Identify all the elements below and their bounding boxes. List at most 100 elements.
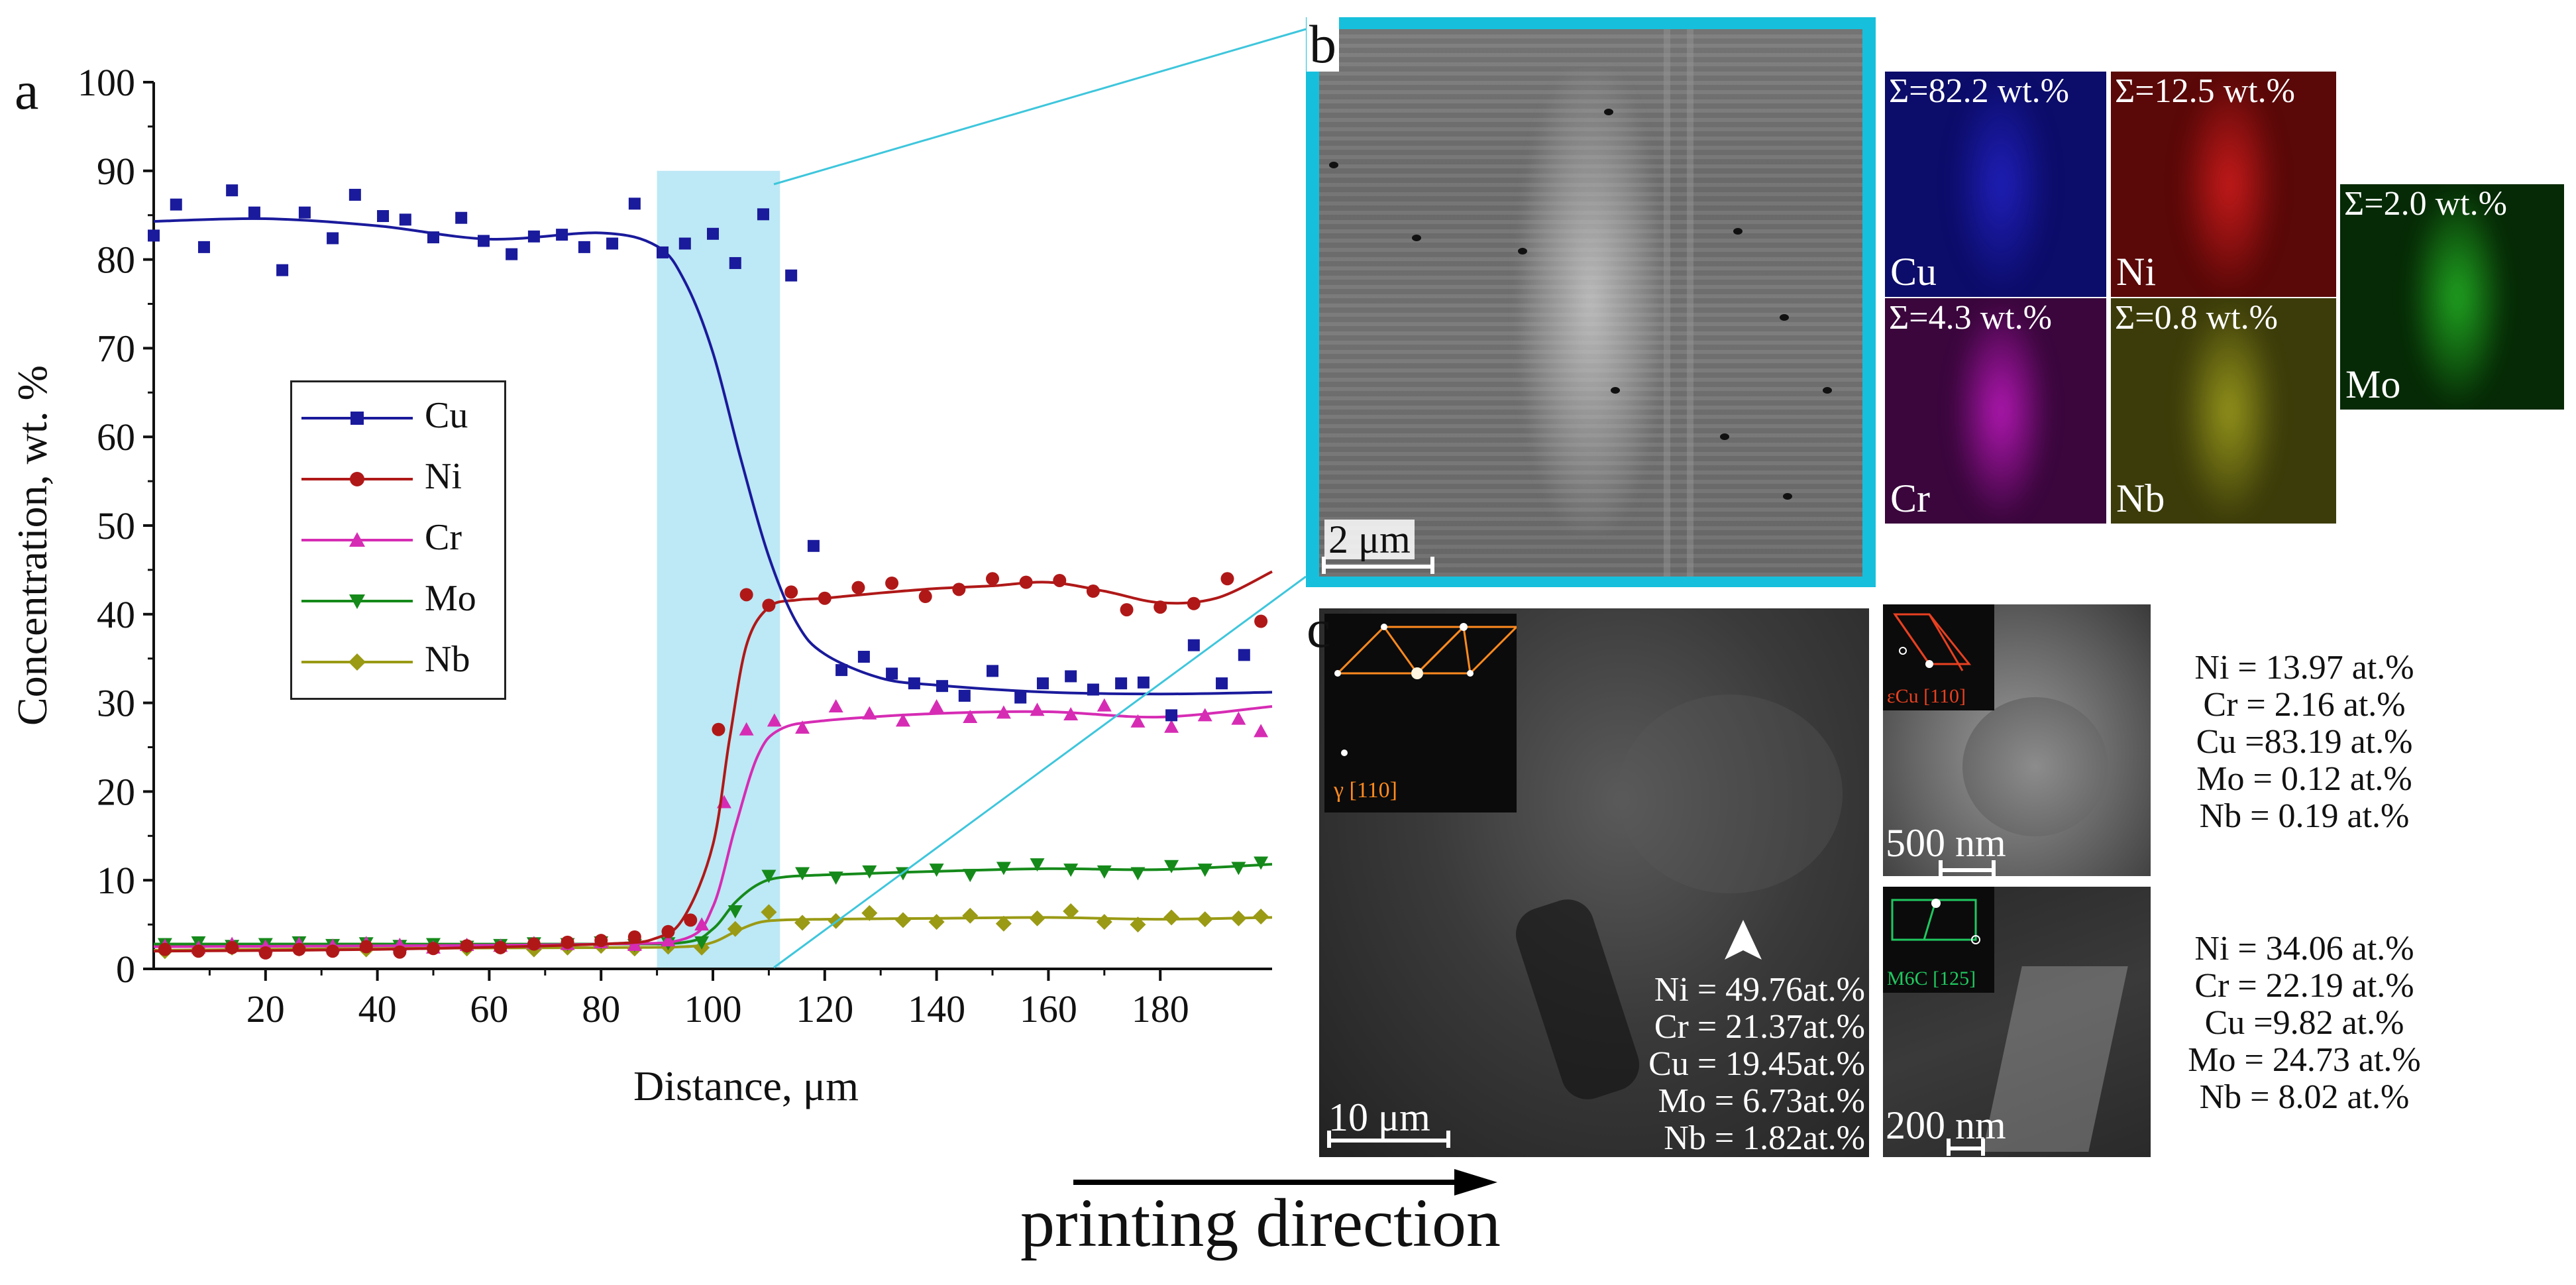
data-point-mo — [727, 905, 743, 919]
data-point-cr — [1164, 719, 1179, 733]
data-point-cu — [556, 229, 568, 241]
data-point-cu — [785, 269, 798, 282]
x-tick-label: 120 — [796, 987, 853, 1031]
panel-label-a: a — [15, 60, 39, 121]
x-tick-label: 100 — [684, 987, 742, 1031]
data-point-nb — [1130, 917, 1146, 933]
legend-label: Ni — [425, 456, 462, 497]
data-point-mo — [963, 869, 978, 883]
data-point-cu — [327, 232, 339, 245]
diffraction-inset-ecu: εCu [110] — [1883, 604, 1994, 710]
data-point-cr — [694, 917, 710, 931]
data-point-ni — [393, 945, 407, 959]
series-line-cu — [153, 217, 1273, 696]
eds-sum-cr: Σ=4.3 wt.% — [1889, 299, 2052, 337]
data-point-ni — [1120, 603, 1134, 617]
precipitate-shape — [1509, 892, 1646, 1107]
data-point-mo — [828, 871, 843, 885]
inset-label-gamma: γ [110] — [1334, 778, 1397, 803]
data-point-cr — [1197, 708, 1212, 722]
data-point-ni — [191, 944, 205, 958]
data-point-ni — [1220, 572, 1234, 586]
data-point-ni — [594, 934, 608, 948]
data-point-ni — [918, 590, 932, 604]
tem-m6c-scale-label: 200 nm — [1886, 1103, 2006, 1147]
data-point-ni — [1053, 573, 1067, 587]
legend-item-ni: Ni — [292, 453, 504, 506]
composition-line: Cr = 21.37at.% — [1654, 1008, 1865, 1046]
composition-line: Ni = 34.06 at.% — [2194, 930, 2414, 968]
composition-ecu: Ni = 13.97 at.% Cr = 2.16 at.% Cu =83.19 a… — [2165, 649, 2443, 835]
chart-legend: Cu Ni Cr Mo Nb — [290, 380, 506, 700]
data-point-cu — [1115, 677, 1128, 690]
data-point-ni — [1254, 614, 1268, 628]
x-tick-label: 60 — [470, 987, 508, 1031]
data-point-cr — [1231, 711, 1246, 725]
sem-scale-bar — [1322, 557, 1434, 574]
legend-marker — [349, 532, 365, 547]
data-point-cr — [1097, 698, 1112, 712]
data-point-cu — [987, 665, 998, 677]
sem-scale-label: 2 μm — [1324, 520, 1415, 559]
data-point-cr — [996, 705, 1011, 719]
diffraction-pattern-m6c — [1891, 899, 1980, 944]
data-point-ni — [952, 583, 966, 596]
inset-label-ecu: εCu [110] — [1887, 685, 1966, 707]
data-point-cu — [298, 206, 311, 219]
data-point-nb — [962, 907, 979, 924]
data-point-mo — [694, 936, 710, 950]
data-point-cu — [886, 667, 898, 680]
composition-line: Mo = 24.73 at.% — [2188, 1041, 2421, 1079]
data-point-cu — [729, 256, 741, 269]
x-tick-label: 20 — [246, 987, 285, 1031]
data-point-ni — [158, 942, 172, 956]
composition-main: Ni = 49.76at.% Cr = 21.37at.% Cu = 19.45at… — [1648, 972, 1865, 1157]
y-tick-label: 10 — [97, 859, 135, 902]
data-point-cr — [767, 713, 782, 727]
data-point-cu — [276, 264, 289, 276]
data-point-cu — [1014, 691, 1027, 704]
data-point-ni — [326, 944, 340, 958]
data-point-cu — [908, 677, 920, 690]
x-tick-label: 40 — [358, 987, 397, 1031]
data-point-cu — [1137, 676, 1150, 689]
data-point-ni — [661, 924, 675, 938]
data-point-cu — [657, 246, 669, 258]
legend-marker — [350, 412, 364, 425]
data-point-cr — [739, 722, 754, 736]
data-point-ni — [1019, 575, 1033, 589]
data-point-cu — [578, 241, 590, 253]
x-tick-label: 180 — [1132, 987, 1189, 1031]
data-point-cr — [661, 933, 676, 947]
legend-item-nb: Nb — [292, 636, 504, 689]
panel-label-c: c — [1307, 598, 1331, 659]
legend-label: Cu — [425, 395, 468, 436]
data-point-nb — [1029, 910, 1046, 926]
tem-ecu-scale-label: 500 nm — [1886, 821, 2006, 865]
legend-marker — [349, 594, 365, 609]
data-point-nb — [1163, 909, 1180, 926]
data-point-cu — [1187, 639, 1200, 651]
x-tick-label: 140 — [908, 987, 965, 1031]
y-tick-label: 30 — [97, 682, 135, 725]
data-point-cr — [963, 710, 978, 724]
tem-main-image: γ [110] Ni = 49.76at.% Cr = 21.37at.% Cu =… — [1319, 608, 1869, 1157]
data-point-cu — [1165, 709, 1178, 722]
composition-line: Ni = 49.76at.% — [1654, 971, 1865, 1009]
data-point-ni — [818, 591, 832, 605]
sem-image: 2 μm — [1319, 29, 1862, 577]
concentration-chart: 0 10 20 30 40 50 60 70 80 90 100 20 40 60 80 100 120 140 1… — [9, 61, 1273, 1109]
data-point-cu — [857, 651, 870, 663]
y-tick-label: 40 — [97, 593, 135, 636]
data-point-cu — [248, 206, 260, 219]
series-line-mo — [153, 863, 1273, 946]
data-point-nb — [1230, 910, 1247, 926]
data-point-nb — [1063, 903, 1079, 920]
legend-swatch — [301, 472, 413, 486]
data-point-cu — [349, 188, 361, 201]
y-tick-label: 70 — [97, 327, 135, 370]
data-point-cu — [527, 230, 540, 243]
data-point-cu — [678, 237, 691, 250]
printing-direction-label: printing direction — [1020, 1185, 1501, 1261]
data-point-ni — [427, 942, 440, 956]
